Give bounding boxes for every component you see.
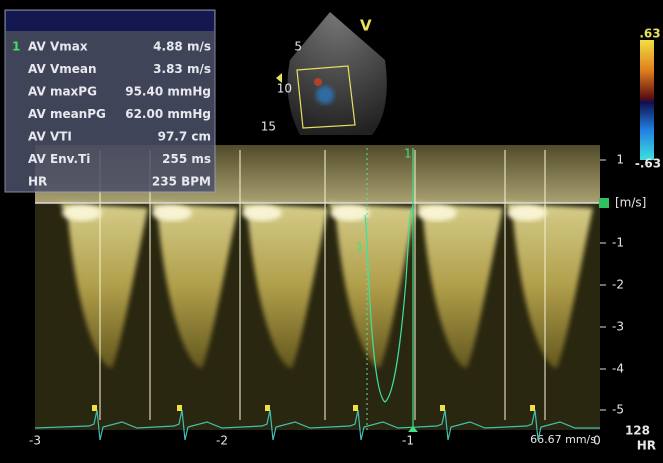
velocity-label: -2 xyxy=(612,278,624,292)
baseline-flash xyxy=(62,205,102,221)
measurement-label: HR xyxy=(28,175,47,189)
ecg-marker xyxy=(440,405,445,411)
color-flow xyxy=(314,78,322,86)
time-label: -3 xyxy=(29,434,41,448)
baseline-flash xyxy=(152,205,192,221)
baseline-marker xyxy=(599,198,609,208)
ecg-marker xyxy=(353,405,358,411)
velocity-label: -5 xyxy=(612,403,624,417)
velocity-label: -4 xyxy=(612,362,624,376)
sweep-speed: 66.67 mm/s xyxy=(530,433,596,446)
measurement-value: 97.7 cm xyxy=(158,130,211,144)
measurement-label: AV Env.Ti xyxy=(28,152,90,166)
depth-label: 5 xyxy=(294,40,302,54)
measurement-value: 4.88 m/s xyxy=(153,40,211,54)
baseline-flash xyxy=(242,205,282,221)
measurement-panel: 1 AV Vmax 4.88 m/s AV Vmean 3.83 m/s AV maxP… xyxy=(5,10,215,192)
cursor-label: 1 xyxy=(356,241,364,255)
baseline-flash xyxy=(417,205,457,221)
ecg-marker xyxy=(530,405,535,411)
ultrasound-screen: V 5 10 15 .63 -.63 1 AV Vmax4.88 m/sAV V… xyxy=(0,0,663,463)
ecg-marker xyxy=(265,405,270,411)
color-bar xyxy=(640,40,654,160)
measurement-index: 1 xyxy=(12,40,20,54)
measurement-label: AV maxPG xyxy=(28,85,97,99)
depth-label: 15 xyxy=(261,120,276,134)
time-label: -1 xyxy=(402,434,414,448)
velocity-label: -1 xyxy=(612,236,624,250)
velocity-label: 1 xyxy=(616,153,624,167)
measurement-label: AV Vmean xyxy=(28,62,97,76)
heart-rate-value: 128 xyxy=(625,424,650,438)
heart-rate-label: HR xyxy=(637,439,656,453)
velocity-unit: [m/s] xyxy=(615,196,646,210)
depth-label: 10 xyxy=(277,82,292,96)
measurement-label: AV Vmax xyxy=(28,40,88,54)
time-label: -2 xyxy=(216,434,228,448)
panel-header xyxy=(6,11,214,31)
color-scale-max: .63 xyxy=(639,27,660,41)
measurement-value: 235 BPM xyxy=(152,175,211,189)
measurement-label: AV meanPG xyxy=(28,107,106,121)
baseline-flash xyxy=(507,205,547,221)
sector-image xyxy=(288,12,387,135)
measurement-value: 255 ms xyxy=(162,152,211,166)
ecg-marker xyxy=(92,405,97,411)
measurement-label: AV VTI xyxy=(28,130,72,144)
color-scale-min: -.63 xyxy=(635,157,661,171)
view-label: V xyxy=(360,17,372,35)
time-label: 0 xyxy=(593,434,601,448)
velocity-label: -3 xyxy=(612,320,624,334)
ecg-marker xyxy=(177,405,182,411)
measurement-value: 95.40 mmHg xyxy=(125,85,211,99)
measurement-value: 62.00 mmHg xyxy=(125,107,211,121)
cursor-label: 1 xyxy=(404,147,412,161)
baseline-flash xyxy=(330,205,370,221)
color-flow xyxy=(316,86,334,104)
measurement-value: 3.83 m/s xyxy=(153,62,211,76)
